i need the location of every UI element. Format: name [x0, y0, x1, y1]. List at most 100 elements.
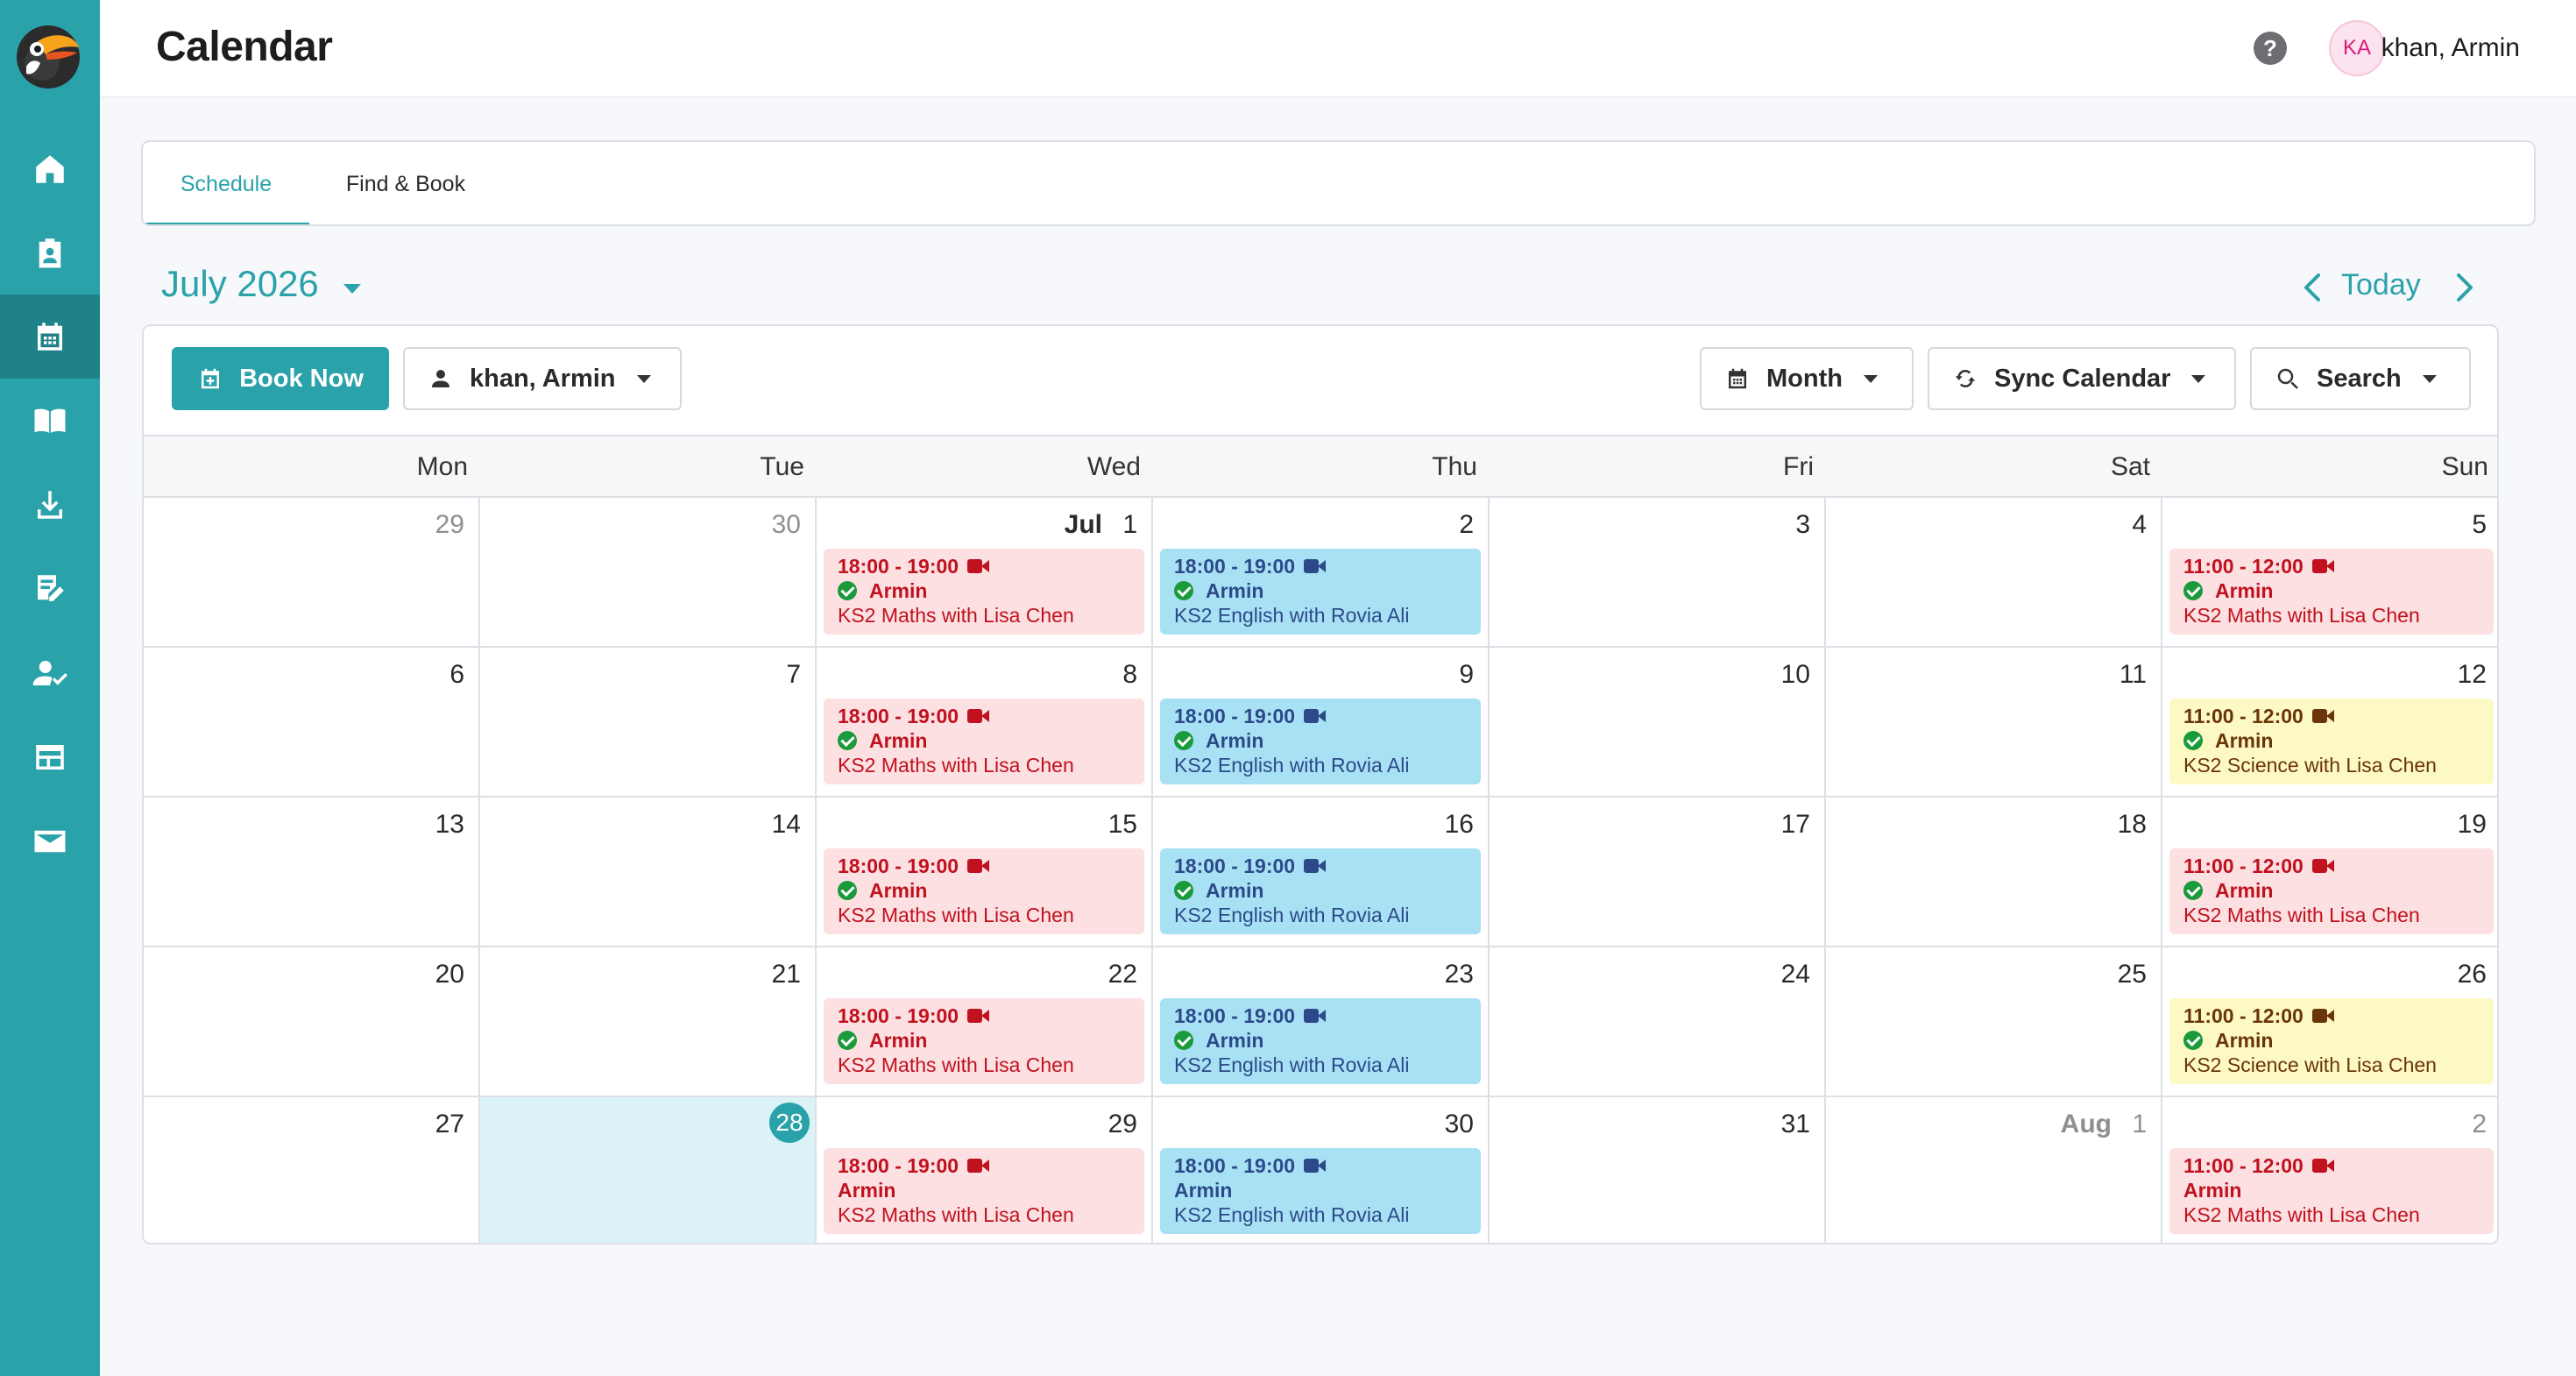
calendar-event[interactable]: 18:00 - 19:00 Armin KS2 Maths with Lisa Ch…	[824, 1148, 1144, 1234]
weekday-wed: Wed	[1086, 452, 1141, 481]
calendar-event[interactable]: 11:00 - 12:00 Armin KS2 Maths with Lisa Ch…	[2169, 1148, 2494, 1234]
calendar-event[interactable]: 11:00 - 12:00 Armin KS2 Maths with Lisa Ch…	[2169, 549, 2494, 635]
calendar-event[interactable]: 11:00 - 12:00 Armin KS2 Science with Lisa …	[2169, 998, 2494, 1084]
event-description: KS2 English with Rovia Ali	[1174, 904, 1410, 926]
calendar-event[interactable]: 18:00 - 19:00 Armin KS2 English with Rovia…	[1160, 699, 1481, 784]
nav-home[interactable]	[0, 127, 100, 211]
day-cell[interactable]: 4	[1826, 498, 2162, 648]
day-cell[interactable]: 9 18:00 - 19:00 Armin KS2 English with Rovi…	[1153, 648, 1490, 798]
day-cell[interactable]: 2 18:00 - 19:00 Armin KS2 English with Rovi…	[1153, 498, 1490, 648]
day-cell[interactable]: 30 18:00 - 19:00 Armin KS2 English with Rov…	[1153, 1097, 1490, 1243]
day-cell[interactable]: 1 Jul 18:00 - 19:00 Armin KS2 Maths with Lis…	[817, 498, 1153, 648]
view-select[interactable]: Month	[1700, 347, 1914, 410]
day-number: 10	[1780, 660, 1810, 689]
day-cell[interactable]: 19 11:00 - 12:00 Armin KS2 Maths with Lisa …	[2162, 798, 2497, 947]
calendar-event[interactable]: 11:00 - 12:00 Armin KS2 Science with Lisa …	[2169, 699, 2494, 784]
book-open-icon	[34, 408, 66, 433]
weekday-sat: Sat	[2110, 452, 2150, 481]
nav-downloads[interactable]	[0, 463, 100, 547]
tab-schedule[interactable]: Schedule	[143, 142, 309, 224]
day-cell[interactable]: 30	[480, 498, 817, 648]
day-cell[interactable]: 5 11:00 - 12:00 Armin KS2 Maths with Lisa C…	[2162, 498, 2497, 648]
day-cell[interactable]: 27	[144, 1097, 480, 1243]
day-number: 29	[1108, 1110, 1137, 1138]
day-cell[interactable]: 22 18:00 - 19:00 Armin KS2 Maths with Lisa …	[817, 947, 1153, 1097]
day-number: 11	[2119, 660, 2147, 689]
user-name[interactable]: khan, Armin	[2381, 33, 2520, 62]
day-cell[interactable]: 6	[144, 648, 480, 798]
day-cell[interactable]: 17	[1490, 798, 1826, 947]
home-icon	[36, 155, 64, 183]
calendar-event[interactable]: 18:00 - 19:00 Armin KS2 English with Rovia…	[1160, 998, 1481, 1084]
day-cell[interactable]: 11	[1826, 648, 2162, 798]
nav-calendar[interactable]	[0, 294, 100, 379]
event-attendee: Armin	[1174, 1178, 1467, 1202]
day-cell[interactable]: 18	[1826, 798, 2162, 947]
check-circle-icon	[2183, 1031, 2203, 1050]
day-cell[interactable]: 3	[1490, 498, 1826, 648]
event-time: 18:00 - 19:00	[1174, 1153, 1467, 1178]
event-attendee-name: Armin	[2183, 1179, 2242, 1202]
event-time: 18:00 - 19:00	[1174, 554, 1467, 578]
video-camera-icon	[967, 1008, 990, 1024]
day-cell[interactable]: 20	[144, 947, 480, 1097]
day-cell[interactable]: 15 18:00 - 19:00 Armin KS2 Maths with Lisa …	[817, 798, 1153, 947]
event-attendee: Armin	[2183, 728, 2480, 753]
nav-messages[interactable]	[0, 799, 100, 883]
day-cell[interactable]: 29	[144, 498, 480, 648]
next-month-button[interactable]	[2446, 268, 2481, 307]
day-cell[interactable]: 31	[1490, 1097, 1826, 1243]
day-cell[interactable]: 21	[480, 947, 817, 1097]
day-cell[interactable]: 28	[480, 1097, 817, 1243]
day-cell[interactable]: 24	[1490, 947, 1826, 1097]
event-description: KS2 Maths with Lisa Chen	[2183, 904, 2420, 926]
nav-library[interactable]	[0, 379, 100, 463]
nav-assignments[interactable]	[0, 547, 100, 631]
calendar-event[interactable]: 18:00 - 19:00 Armin KS2 Maths with Lisa Ch…	[824, 848, 1144, 934]
day-cell[interactable]: 13	[144, 798, 480, 947]
event-description: KS2 Science with Lisa Chen	[2183, 754, 2437, 777]
calendar-event[interactable]: 18:00 - 19:00 Armin KS2 English with Rovia…	[1160, 848, 1481, 934]
weekday-mon: Mon	[416, 452, 468, 481]
day-cell[interactable]: 7	[480, 648, 817, 798]
day-cell[interactable]: 23 18:00 - 19:00 Armin KS2 English with Rov…	[1153, 947, 1490, 1097]
day-cell[interactable]: 2 11:00 - 12:00 Armin KS2 Maths with Lisa C…	[2162, 1097, 2497, 1243]
calendar-event[interactable]: 11:00 - 12:00 Armin KS2 Maths with Lisa Ch…	[2169, 848, 2494, 934]
avatar[interactable]: KA	[2329, 20, 2385, 76]
video-camera-icon	[2311, 1008, 2335, 1024]
toucan-logo[interactable]	[16, 25, 81, 89]
nav-bookings[interactable]	[0, 210, 100, 294]
calendar-event[interactable]: 18:00 - 19:00 Armin KS2 Maths with Lisa Ch…	[824, 998, 1144, 1084]
nav-timetable[interactable]	[0, 715, 100, 799]
event-description: KS2 English with Rovia Ali	[1174, 604, 1410, 627]
calendar-event[interactable]: 18:00 - 19:00 Armin KS2 English with Rovia…	[1160, 549, 1481, 635]
today-button[interactable]: Today	[2341, 268, 2421, 301]
day-cell[interactable]: 14	[480, 798, 817, 947]
event-time: 18:00 - 19:00	[1174, 854, 1467, 878]
prev-month-button[interactable]	[2296, 268, 2331, 307]
person-select[interactable]: khan, Armin	[403, 347, 682, 410]
day-cell[interactable]: 1 Aug	[1826, 1097, 2162, 1243]
book-now-label: Book Now	[239, 364, 364, 393]
search-button[interactable]: Search	[2250, 347, 2471, 410]
day-cell[interactable]: 26 11:00 - 12:00 Armin KS2 Science with Lis…	[2162, 947, 2497, 1097]
calendar-event[interactable]: 18:00 - 19:00 Armin KS2 Maths with Lisa Ch…	[824, 549, 1144, 635]
help-icon[interactable]: ?	[2254, 32, 2287, 65]
day-cell[interactable]: 8 18:00 - 19:00 Armin KS2 Maths with Lisa C…	[817, 648, 1153, 798]
day-number: 12	[2457, 660, 2487, 689]
check-circle-icon	[1174, 731, 1193, 750]
calendar-event[interactable]: 18:00 - 19:00 Armin KS2 English with Rovia…	[1160, 1148, 1481, 1234]
day-cell[interactable]: 29 18:00 - 19:00 Armin KS2 Maths with Lisa …	[817, 1097, 1153, 1243]
caret-down-icon[interactable]	[343, 284, 361, 294]
tab-find-and-book[interactable]: Find & Book	[345, 172, 466, 196]
day-cell[interactable]: 25	[1826, 947, 2162, 1097]
calendar-event[interactable]: 18:00 - 19:00 Armin KS2 Maths with Lisa Ch…	[824, 699, 1144, 784]
month-title[interactable]: July 2026	[161, 263, 319, 304]
book-now-button[interactable]: Book Now	[172, 347, 389, 410]
event-time-label: 18:00 - 19:00	[838, 1154, 959, 1177]
nav-students[interactable]	[0, 631, 100, 715]
day-cell[interactable]: 10	[1490, 648, 1826, 798]
day-cell[interactable]: 12 11:00 - 12:00 Armin KS2 Science with Lis…	[2162, 648, 2497, 798]
day-cell[interactable]: 16 18:00 - 19:00 Armin KS2 English with Rov…	[1153, 798, 1490, 947]
sync-calendar-button[interactable]: Sync Calendar	[1928, 347, 2236, 410]
